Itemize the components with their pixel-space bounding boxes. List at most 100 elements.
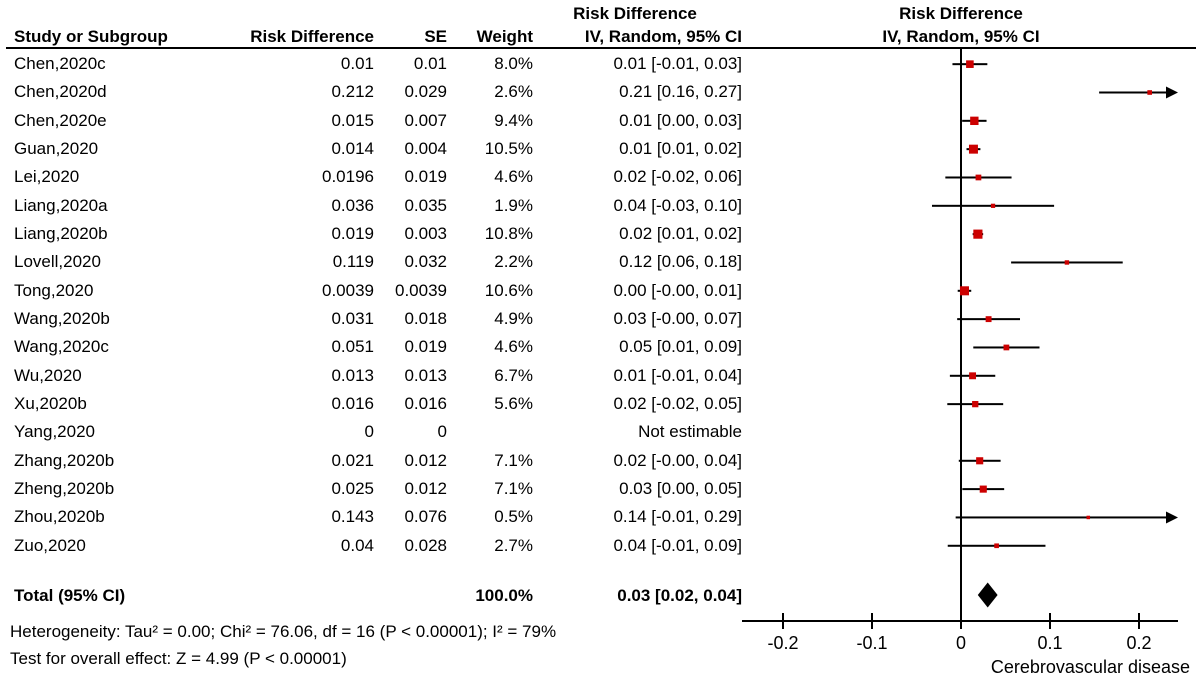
overall-effect-test: Test for overall effect: Z = 4.99 (P < 0… (10, 649, 347, 668)
study-se: 0.019 (404, 337, 447, 357)
study-risk-difference: 0.051 (331, 337, 374, 357)
study-risk-difference: 0.0039 (322, 280, 374, 300)
study-row: Chen,2020e 0.015 0.007 9.4% 0.01 [0.00, 0.03… (0, 107, 760, 135)
study-ci-text: 0.05 [0.01, 0.09] (619, 337, 742, 357)
study-se: 0.032 (404, 252, 447, 272)
study-name: Liang,2020b (14, 223, 108, 243)
study-name: Zuo,2020 (14, 535, 86, 555)
effect-marker (1064, 260, 1070, 265)
heterogeneity-stats: Heterogeneity: Tau² = 0.00; Chi² = 76.06… (10, 622, 557, 641)
x-axis-tick (871, 613, 873, 629)
column-header-ci: IV, Random, 95% CI (584, 27, 742, 46)
study-ci-text: 0.14 [-0.01, 0.29] (613, 507, 742, 527)
study-risk-difference: 0.015 (331, 110, 374, 130)
effect-marker (969, 372, 977, 380)
plot-title-model: IV, Random, 95% CI (882, 27, 1040, 46)
study-risk-difference: 0.025 (331, 478, 374, 498)
study-se: 0.012 (404, 450, 447, 470)
study-risk-difference: 0.01 (340, 54, 374, 73)
study-row: Zhou,2020b 0.143 0.076 0.5% 0.14 [-0.01, 0.2… (0, 503, 760, 531)
effect-marker (970, 116, 979, 126)
study-ci-text: 0.21 [0.16, 0.27] (619, 82, 742, 102)
effect-marker (975, 174, 982, 181)
study-se: 0.007 (404, 110, 447, 130)
study-weight: 1.9% (494, 195, 533, 215)
x-tick-label: 0.1 (1037, 633, 1062, 653)
study-ci-text: 0.00 [-0.00, 0.01] (613, 280, 742, 300)
study-row: Liang,2020a 0.036 0.035 1.9% 0.04 [-0.03, 0.… (0, 192, 760, 220)
study-name: Xu,2020b (14, 393, 87, 413)
study-name: Guan,2020 (14, 138, 99, 158)
ci-arrow-right (1166, 511, 1178, 524)
study-row: Liang,2020b 0.019 0.003 10.8% 0.02 [0.01, 0.… (0, 220, 760, 248)
study-name: Wang,2020c (14, 337, 109, 357)
study-risk-difference: 0.0196 (322, 167, 374, 187)
study-row: Lovell,2020 0.119 0.032 2.2% 0.12 [0.06, 0.1… (0, 248, 760, 276)
ci-arrow-right (1166, 86, 1178, 99)
study-row: Chen,2020d 0.212 0.029 2.6% 0.21 [0.16, 0.27… (0, 78, 760, 106)
study-name: Yang,2020 (14, 422, 95, 442)
effect-marker (1086, 515, 1091, 520)
study-se: 0.01 (413, 54, 447, 73)
study-row: Chen,2020c 0.01 0.01 8.0% 0.01 [-0.01, 0.03] (0, 50, 760, 78)
study-ci-text: 0.02 [-0.02, 0.06] (613, 167, 742, 187)
study-name: Tong,2020 (14, 280, 94, 300)
header-row-columns: Study or Subgroup Risk Difference SE Wei… (0, 26, 1200, 48)
study-se: 0.028 (404, 535, 447, 555)
study-se: 0.035 (404, 195, 447, 215)
total-row: Total (95% CI) 100.0% 0.03 [0.02, 0.04] (0, 582, 760, 610)
column-header-se: SE (424, 27, 447, 46)
effect-marker (1147, 90, 1152, 95)
study-row: Wu,2020 0.013 0.013 6.7% 0.01 [-0.01, 0.04] (0, 362, 760, 390)
study-name: Liang,2020a (14, 195, 108, 215)
effect-marker (979, 485, 987, 493)
study-name: Zhou,2020b (14, 507, 105, 527)
x-axis-tick (1049, 613, 1051, 629)
study-risk-difference: 0.036 (331, 195, 374, 215)
study-se: 0.016 (404, 393, 447, 413)
study-risk-difference: 0.031 (331, 308, 374, 328)
study-name: Lovell,2020 (14, 252, 101, 272)
study-row: Yang,2020 0 0 Not estimable (0, 418, 760, 446)
study-name: Zhang,2020b (14, 450, 115, 470)
study-se: 0.019 (404, 167, 447, 187)
study-weight: 7.1% (494, 450, 533, 470)
study-row: Wang,2020c 0.051 0.019 4.6% 0.05 [0.01, 0.09… (0, 333, 760, 361)
plot-title-effect-measure: Risk Difference (899, 4, 1023, 23)
study-ci-text: 0.01 [-0.01, 0.03] (613, 54, 742, 73)
study-se: 0.076 (404, 507, 447, 527)
study-row: Xu,2020b 0.016 0.016 5.6% 0.02 [-0.02, 0.05] (0, 390, 760, 418)
x-axis-tick (1138, 613, 1140, 629)
study-risk-difference: 0.013 (331, 365, 374, 385)
study-weight: 10.8% (484, 223, 533, 243)
study-weight: 7.1% (494, 478, 533, 498)
study-risk-difference: 0.021 (331, 450, 374, 470)
study-ci-text: 0.03 [0.00, 0.05] (619, 478, 742, 498)
study-weight: 9.4% (494, 110, 533, 130)
study-row: Tong,2020 0.0039 0.0039 10.6% 0.00 [-0.00, 0… (0, 277, 760, 305)
study-name: Wu,2020 (14, 365, 82, 385)
study-weight: 10.6% (484, 280, 533, 300)
effect-marker (976, 457, 984, 465)
study-name: Chen,2020c (14, 54, 106, 73)
study-se: 0.003 (404, 223, 447, 243)
study-risk-difference: 0.016 (331, 393, 374, 413)
study-risk-difference: 0.04 (340, 535, 374, 555)
study-ci-text: 0.02 [0.01, 0.02] (619, 223, 742, 243)
study-name: Lei,2020 (14, 167, 80, 187)
study-row: Zhang,2020b 0.021 0.012 7.1% 0.02 [-0.00, 0.… (0, 447, 760, 475)
study-ci-text: 0.02 [-0.00, 0.04] (613, 450, 742, 470)
study-risk-difference: 0.143 (331, 507, 374, 527)
study-ci-text: 0.01 [-0.01, 0.04] (613, 365, 742, 385)
study-ci-text: 0.03 [-0.00, 0.07] (613, 308, 742, 328)
study-se: 0 (437, 422, 447, 442)
study-risk-difference: 0.212 (331, 82, 374, 102)
study-row: Lei,2020 0.0196 0.019 4.6% 0.02 [-0.02, 0.06… (0, 163, 760, 191)
study-weight: 2.6% (494, 82, 533, 102)
left-ci-column-title: Risk Difference (573, 4, 697, 23)
study-weight: 4.6% (494, 337, 533, 357)
zero-line (960, 49, 962, 622)
study-weight: 4.6% (494, 167, 533, 187)
